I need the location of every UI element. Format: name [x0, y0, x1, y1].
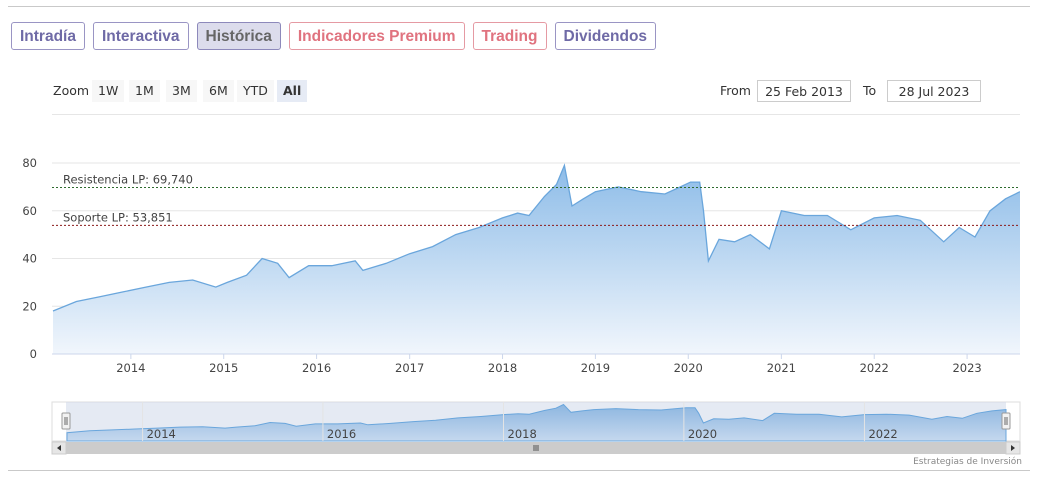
bottom-divider — [8, 470, 1030, 471]
x-tick-label: 2019 — [581, 361, 610, 375]
zoom-3m-button[interactable]: 3M — [166, 80, 197, 102]
y-axis: 0 20 40 60 80 — [22, 156, 37, 361]
x-tick-label: 2023 — [952, 361, 981, 375]
top-divider — [8, 6, 1030, 7]
y-tick-label: 0 — [30, 347, 37, 361]
from-label: From — [720, 83, 751, 98]
navigator-tick-label: 2020 — [688, 427, 717, 441]
y-tick-label: 40 — [22, 252, 37, 266]
series-line — [52, 163, 1020, 312]
annotation-label: Resistencia LP: 69,740 — [63, 172, 193, 186]
x-tick-label: 2020 — [674, 361, 703, 375]
x-axis: 2014 2015 2016 2017 2018 2019 2020 2021 2022 2023 — [52, 353, 1020, 375]
from-date-input[interactable] — [757, 80, 851, 102]
y-tick-label: 20 — [22, 299, 37, 313]
annotations: Resistencia LP: 69,740 Soporte LP: 53,851 — [52, 172, 1020, 226]
x-tick-label: 2018 — [488, 361, 517, 375]
tab-indicadores-premium[interactable]: Indicadores Premium — [288, 22, 465, 50]
tab-dividendos[interactable]: Dividendos — [554, 22, 657, 50]
navigator-series — [66, 403, 1007, 442]
navigator-tick-label: 2014 — [147, 427, 176, 441]
navigator[interactable]: 2014 2016 2018 2020 2022 — [51, 401, 1021, 455]
chart-top-divider — [52, 114, 1020, 115]
plot-area — [52, 163, 1020, 354]
navigator-left-handle[interactable] — [61, 412, 71, 430]
x-tick-label: 2014 — [116, 361, 145, 375]
x-tick-label: 2016 — [302, 361, 331, 375]
scrollbar-grip-icon — [533, 445, 539, 451]
zoom-1w-button[interactable]: 1W — [92, 80, 125, 102]
zoom-1m-button[interactable]: 1M — [129, 80, 160, 102]
x-tick-label: 2017 — [395, 361, 424, 375]
tab-intradia[interactable]: Intradía — [11, 22, 85, 50]
annotation-label: Soporte LP: 53,851 — [63, 210, 173, 224]
zoom-ytd-button[interactable]: YTD — [237, 80, 274, 102]
zoom-6m-button[interactable]: 6M — [203, 80, 234, 102]
navigator-tick-label: 2018 — [508, 427, 537, 441]
credit-label: Estrategias de Inversión — [913, 457, 1022, 467]
zoom-all-button[interactable]: All — [277, 80, 308, 102]
to-date-input[interactable] — [887, 80, 981, 102]
x-tick-label: 2015 — [209, 361, 238, 375]
scroll-right-arrow-icon[interactable] — [1005, 441, 1021, 455]
navigator-tick-label: 2016 — [327, 427, 356, 441]
y-tick-label: 80 — [22, 156, 37, 170]
tab-bar: Intradía Interactiva Histórica Indicador… — [11, 22, 657, 50]
tab-trading[interactable]: Trading — [472, 22, 547, 50]
scroll-left-arrow-icon[interactable] — [51, 441, 67, 455]
navigator-tick-label: 2022 — [868, 427, 897, 441]
zoom-label: Zoom — [53, 83, 90, 98]
tab-interactiva[interactable]: Interactiva — [92, 22, 189, 50]
x-tick-label: 2022 — [860, 361, 889, 375]
tab-historica[interactable]: Histórica — [196, 22, 281, 50]
x-tick-label: 2021 — [767, 361, 796, 375]
navigator-right-handle[interactable] — [1001, 412, 1011, 430]
y-tick-label: 60 — [22, 204, 37, 218]
to-label: To — [863, 83, 877, 98]
series-area — [53, 165, 1020, 354]
